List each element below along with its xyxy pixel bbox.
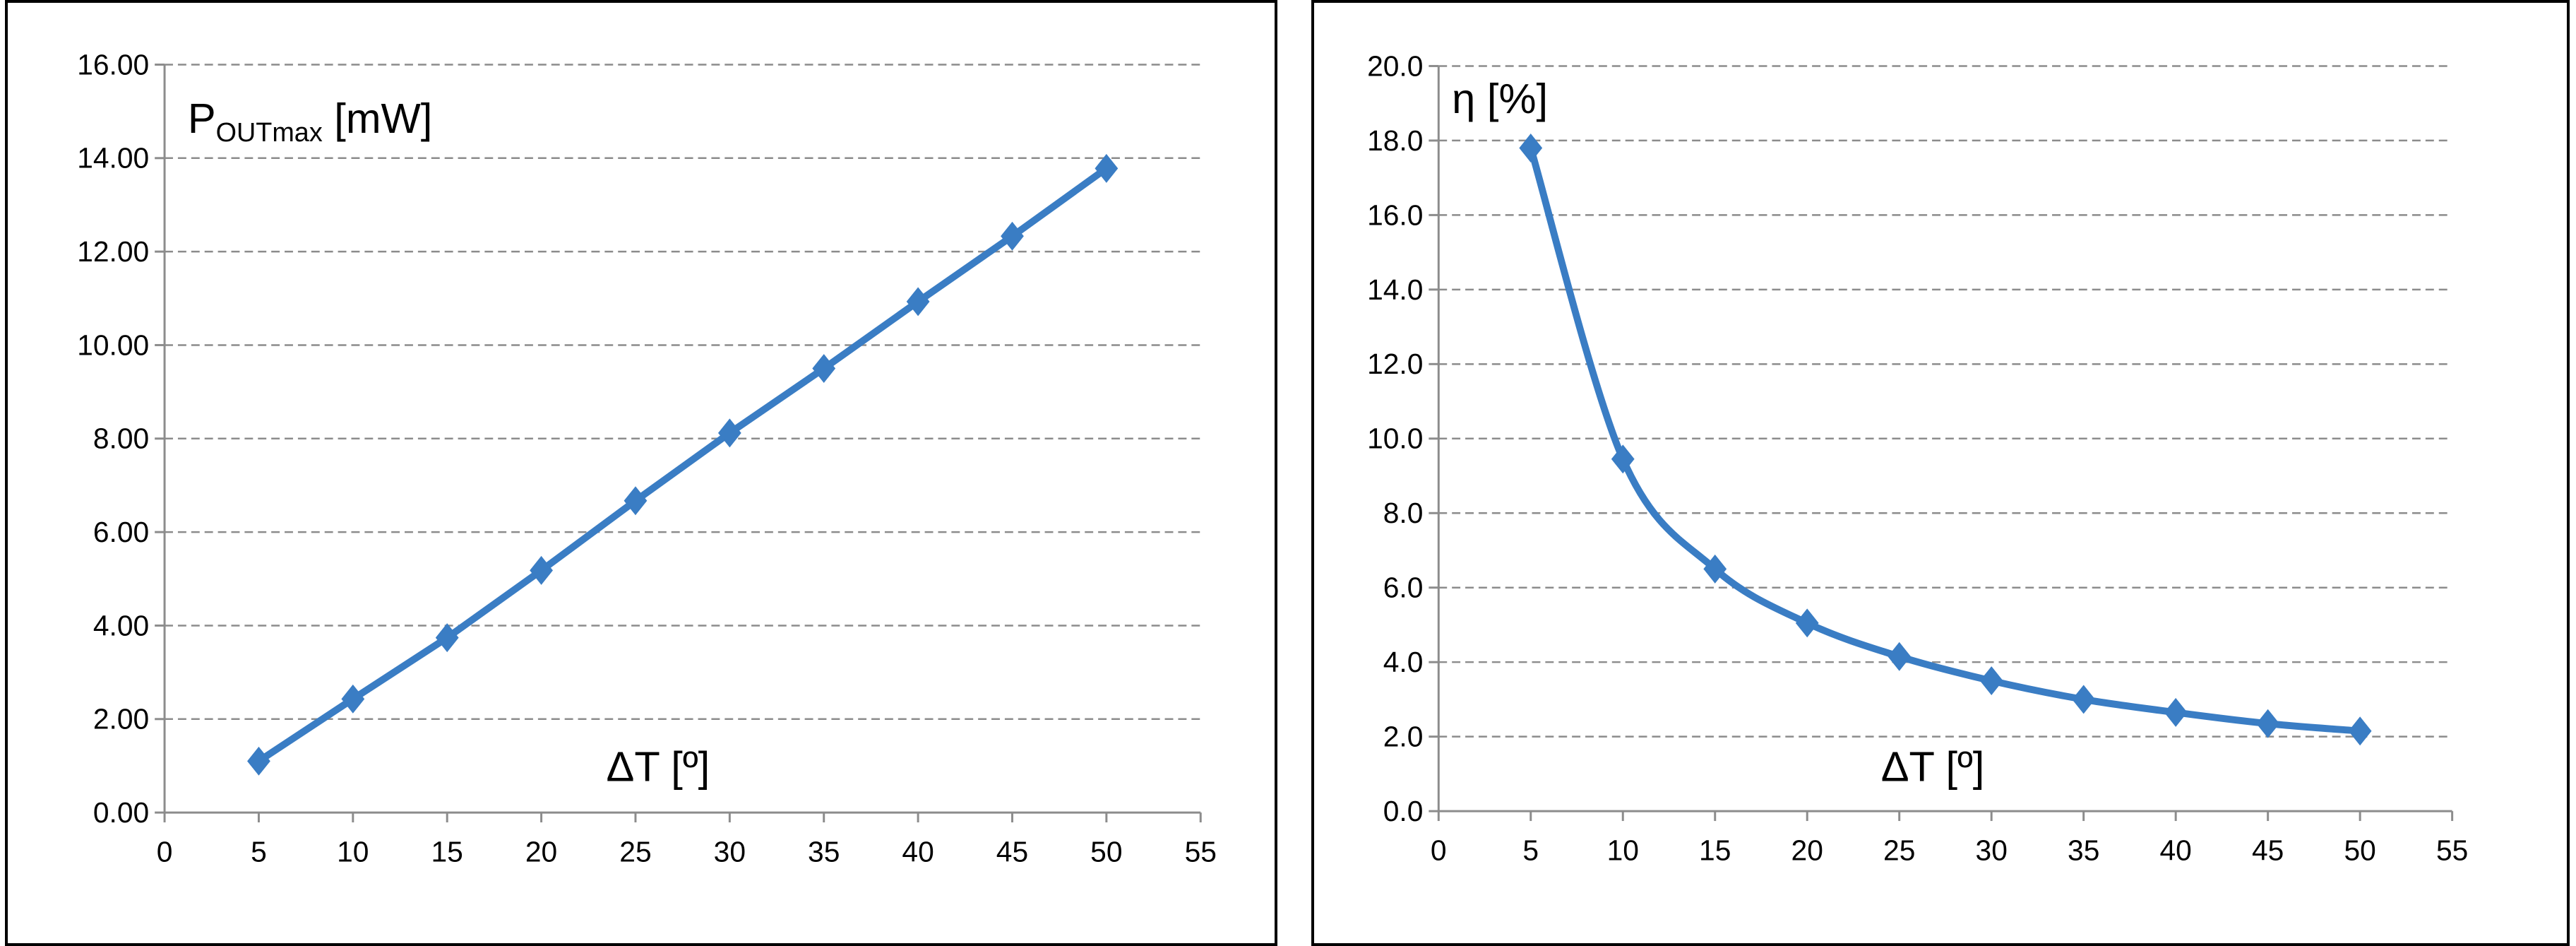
x-tick-label: 5 — [1522, 834, 1539, 867]
y-tick-label: 20.0 — [1367, 49, 1423, 82]
y-tick-label: 0.00 — [93, 796, 149, 829]
y-tick-label: 4.0 — [1383, 646, 1424, 678]
y-tick-label: 8.0 — [1383, 497, 1424, 529]
y-tick-label: 0.0 — [1383, 795, 1424, 827]
data-point-marker — [812, 354, 836, 384]
data-point-marker — [2256, 709, 2280, 738]
y-tick-label: 16.0 — [1367, 199, 1423, 231]
x-axis-title: ΔT [º] — [1881, 743, 1985, 790]
x-tick-label: 15 — [431, 836, 463, 868]
x-tick-label: 55 — [1185, 836, 1217, 868]
x-tick-label: 40 — [902, 836, 934, 868]
series-line — [255, 165, 1110, 765]
y-tick-label: 6.00 — [93, 516, 149, 548]
x-tick-label: 30 — [714, 836, 746, 868]
y-tick-label: 12.00 — [77, 235, 149, 268]
x-tick-label: 45 — [996, 836, 1028, 868]
data-point-marker — [1795, 608, 1819, 638]
y-axis-title-unit: [mW] — [323, 95, 433, 142]
x-tick-label: 30 — [1976, 834, 2008, 867]
data-point-marker — [624, 486, 648, 516]
x-tick-label: 45 — [2252, 834, 2284, 867]
y-axis-title-subscript: OUTmax — [216, 118, 323, 148]
data-point-marker — [1888, 641, 1912, 671]
y-tick-label: 6.0 — [1383, 572, 1424, 604]
data-point-marker — [435, 623, 459, 653]
data-point-marker — [2348, 716, 2372, 746]
data-point-marker — [2164, 697, 2188, 727]
chart-panel-power: 0.00 2.00 4.00 6.00 8.00 10.00 12.00 14.00 16.00… — [5, 0, 1277, 946]
x-tick-label: 10 — [337, 836, 369, 868]
y-axis-title: POUTmax [mW] — [188, 95, 433, 148]
gridlines — [1438, 65, 2452, 738]
x-tick-label: 5 — [251, 836, 267, 868]
x-tick-label: 15 — [1699, 834, 1731, 867]
x-tick-label: 55 — [2436, 834, 2468, 867]
data-point-marker — [1611, 444, 1635, 474]
x-tick-label: 50 — [2344, 834, 2375, 867]
data-point-marker — [1001, 221, 1024, 251]
y-axis-title: η [%] — [1452, 75, 1548, 122]
data-point-marker — [1095, 153, 1119, 183]
y-tick-label: 14.0 — [1367, 273, 1423, 306]
x-tick-label: 0 — [1431, 834, 1447, 867]
data-point-marker — [530, 555, 553, 585]
data-point-marker — [906, 287, 930, 317]
data-point-marker — [341, 684, 365, 714]
data-point-marker — [1979, 666, 2003, 696]
chart-panel-efficiency: 0.0 2.0 4.0 6.0 8.0 10.0 12.0 14.0 16.0 18.0 20.0 0… — [1311, 0, 2570, 946]
data-point-marker — [2072, 685, 2096, 714]
x-tick-label: 40 — [2160, 834, 2192, 867]
x-tick-label: 20 — [525, 836, 557, 868]
x-tick-label: 10 — [1607, 834, 1639, 867]
y-tick-label: 10.00 — [77, 329, 149, 361]
y-tick-label: 18.0 — [1367, 124, 1423, 157]
x-axis-title: ΔT [º] — [607, 743, 710, 790]
data-point-marker — [717, 418, 741, 448]
x-tick-label: 20 — [1791, 834, 1823, 867]
x-tick-label: 0 — [157, 836, 173, 868]
gridlines — [165, 64, 1201, 721]
x-tick-label: 25 — [619, 836, 651, 868]
y-tick-label: 8.00 — [93, 422, 149, 455]
x-tick-label: 35 — [2068, 834, 2099, 867]
data-point-marker — [1519, 133, 1543, 162]
x-tick-label: 50 — [1090, 836, 1122, 868]
y-tick-label: 4.00 — [93, 609, 149, 641]
data-point-marker — [247, 746, 270, 776]
data-point-marker — [1703, 554, 1727, 584]
y-axis-title-main: P — [188, 95, 216, 142]
y-tick-label: 10.0 — [1367, 422, 1423, 455]
x-tick-label: 25 — [1883, 834, 1915, 867]
series-line — [1527, 144, 2364, 735]
efficiency-chart: 0.0 2.0 4.0 6.0 8.0 10.0 12.0 14.0 16.0 18.0 20.0 0… — [1367, 49, 2468, 867]
y-tick-label: 16.00 — [77, 48, 149, 81]
y-tick-label: 12.0 — [1367, 348, 1423, 380]
y-tick-label: 14.00 — [77, 142, 149, 175]
power-chart: 0.00 2.00 4.00 6.00 8.00 10.00 12.00 14.00 16.00… — [77, 48, 1217, 868]
y-tick-label: 2.00 — [93, 703, 149, 735]
x-tick-label: 35 — [808, 836, 840, 868]
y-tick-label: 2.0 — [1383, 721, 1424, 753]
